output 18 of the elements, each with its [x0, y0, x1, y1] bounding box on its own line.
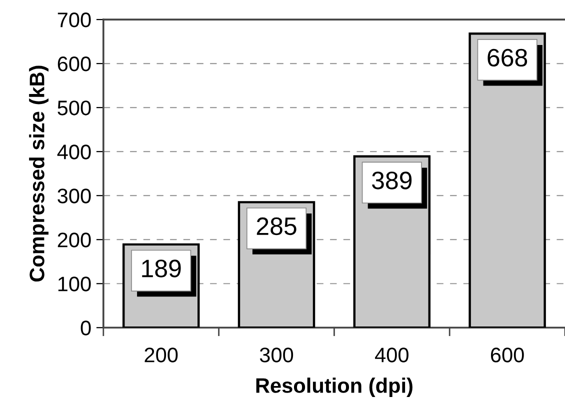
x-tick-label: 200 [144, 348, 178, 362]
y-tick-label: 400 [57, 144, 91, 160]
y-tick-label: 300 [58, 188, 91, 204]
data-label: 389 [372, 172, 412, 190]
y-tick-label: 200 [58, 232, 91, 248]
x-tick-label: 400 [375, 348, 408, 362]
x-tick-label: 600 [490, 348, 524, 362]
y-tick-label: 600 [58, 56, 91, 72]
y-tick-label: 700 [58, 12, 91, 28]
x-tick-label: 300 [260, 348, 294, 362]
y-axis-title: Compressed size (kB) [29, 66, 48, 282]
data-label: 189 [142, 260, 181, 278]
y-tick-label: 0 [80, 320, 91, 336]
data-label: 285 [256, 217, 296, 236]
y-tick-label: 500 [58, 100, 91, 116]
data-label: 668 [488, 48, 528, 67]
y-tick-label: 100 [58, 276, 91, 292]
x-axis-title: Resolution (dpi) [256, 378, 412, 398]
